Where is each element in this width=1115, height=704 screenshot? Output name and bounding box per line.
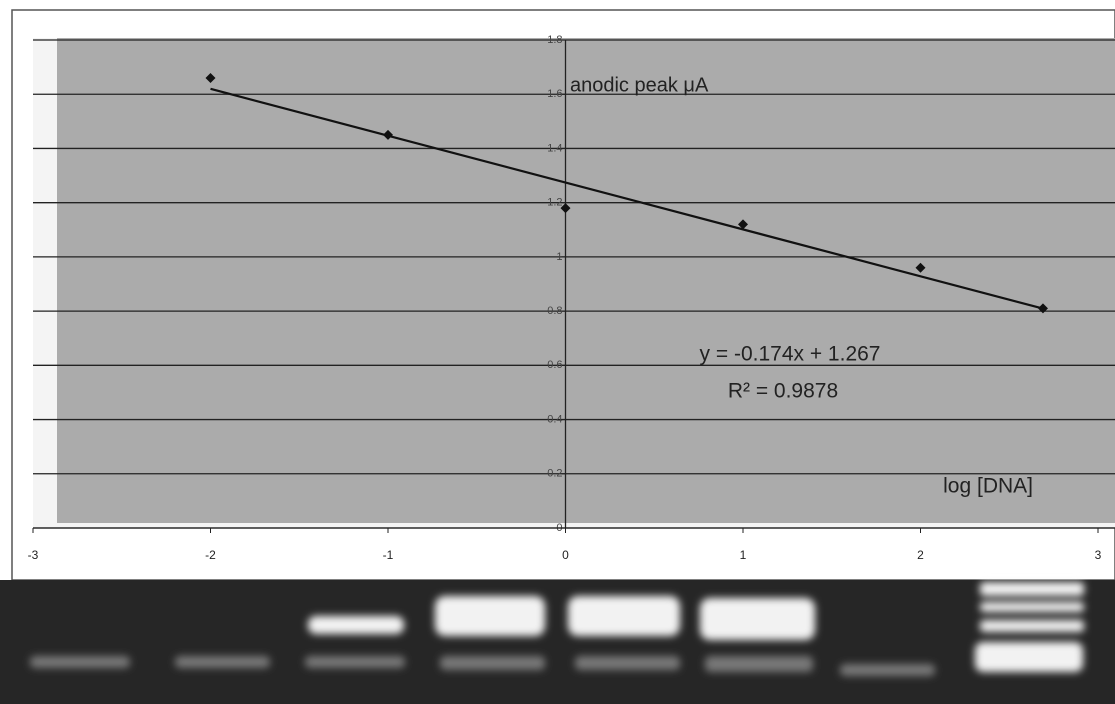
- x-tick-label: -3: [28, 548, 39, 562]
- gel-image: [0, 580, 1115, 704]
- y-tick-label: 1: [556, 251, 562, 263]
- x-tick-label: -1: [383, 548, 394, 562]
- page: {"chart_data": {"type": "scatter", "x_la…: [0, 0, 1115, 704]
- gel-background: [0, 580, 1115, 704]
- r-squared-annotation: R² = 0.9878: [728, 380, 838, 403]
- y-tick-label: 1.4: [547, 142, 562, 154]
- y-axis-title: anodic peak μA: [570, 74, 709, 96]
- x-tick-label: 1: [740, 548, 747, 562]
- y-tick-label: 1.2: [547, 197, 562, 209]
- y-tick-label: 1.6: [547, 88, 562, 100]
- x-tick-label: 0: [562, 548, 569, 562]
- plot-area: [57, 38, 1115, 523]
- y-tick-label: 0.4: [547, 413, 562, 425]
- chart: anodic peak μA log [DNA] y = -0.174x + 1…: [0, 0, 1115, 704]
- y-tick-label: 0.8: [547, 305, 562, 317]
- equation-annotation: y = -0.174x + 1.267: [700, 343, 881, 366]
- y-tick-label: 0.6: [547, 359, 562, 371]
- x-tick-label: 2: [917, 548, 924, 562]
- x-axis-title: log [DNA]: [943, 475, 1033, 498]
- y-tick-label: 1.8: [547, 34, 562, 46]
- x-tick-label: 3: [1095, 548, 1102, 562]
- y-tick-label: 0.2: [547, 468, 562, 480]
- x-tick-label: -2: [205, 548, 216, 562]
